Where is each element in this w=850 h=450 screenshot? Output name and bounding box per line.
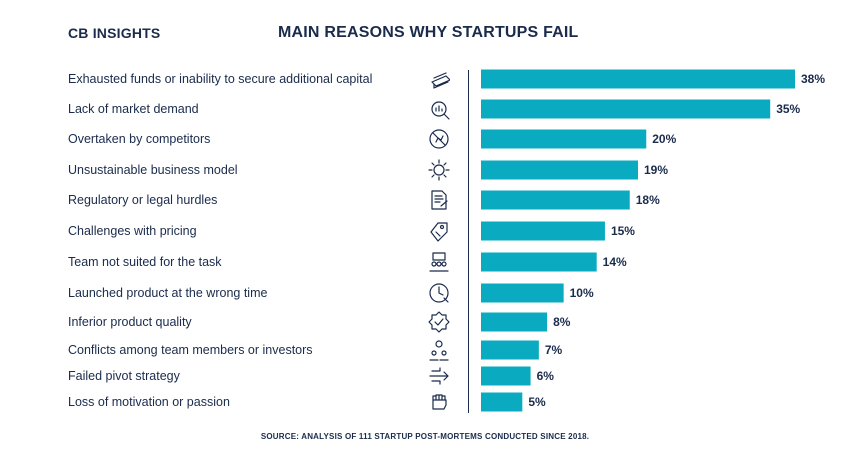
bar: [481, 129, 647, 149]
category-label: Failed pivot strategy: [68, 369, 180, 383]
data-label: 14%: [603, 255, 627, 269]
team-conflict-icon: [429, 340, 449, 361]
bar: [481, 190, 630, 210]
category-label: Conflicts among team members or investor…: [68, 343, 313, 357]
bar: [481, 252, 597, 272]
category-label: Overtaken by competitors: [68, 132, 211, 146]
category-label: Regulatory or legal hurdles: [68, 193, 218, 207]
category-label: Launched product at the wrong time: [68, 286, 268, 300]
bar: [481, 366, 531, 386]
data-label: 18%: [636, 193, 660, 207]
category-label: Inferior product quality: [68, 315, 192, 329]
data-label: 6%: [537, 369, 555, 383]
category-label: Lack of market demand: [68, 102, 199, 116]
data-label: 15%: [611, 224, 635, 238]
fist-icon: [432, 394, 447, 410]
data-label: 5%: [528, 395, 546, 409]
bar: [481, 99, 771, 119]
bar: [481, 340, 539, 360]
quality-badge-icon: [428, 311, 450, 333]
magnifier-chart-icon: [431, 101, 450, 120]
data-label: 38%: [801, 72, 825, 86]
brand-logo: CB INSIGHTS: [68, 25, 161, 41]
category-label: Challenges with pricing: [68, 224, 197, 238]
data-label: 19%: [644, 163, 668, 177]
no-competitor-icon: [429, 129, 449, 149]
category-label: Loss of motivation or passion: [68, 395, 230, 409]
category-label: Exhausted funds or inability to secure a…: [68, 72, 373, 86]
data-label: 8%: [553, 315, 571, 329]
pivot-arrows-icon: [429, 367, 449, 385]
bar: [481, 221, 605, 241]
category-label: Team not suited for the task: [68, 255, 222, 269]
source-note: SOURCE: ANALYSIS OF 111 STARTUP POST-MOR…: [260, 432, 590, 441]
data-label: 20%: [652, 132, 676, 146]
chart-title: MAIN REASONS WHY STARTUPS FAIL: [278, 24, 579, 41]
gear-network-icon: [428, 159, 450, 181]
data-label: 10%: [570, 286, 594, 300]
bar: [481, 160, 638, 180]
bar: [481, 69, 795, 89]
price-tag-icon: [430, 222, 448, 242]
legal-document-icon: [431, 190, 448, 210]
y-axis-line: [468, 70, 469, 413]
money-stack-icon: [431, 72, 450, 89]
bar: [481, 283, 564, 303]
clock-warning-icon: [429, 283, 449, 303]
bar: [481, 312, 548, 332]
data-label: 35%: [776, 102, 800, 116]
team-meeting-icon: [429, 252, 449, 272]
category-label: Unsustainable business model: [68, 163, 238, 177]
bar: [481, 392, 523, 412]
data-label: 7%: [545, 343, 563, 357]
